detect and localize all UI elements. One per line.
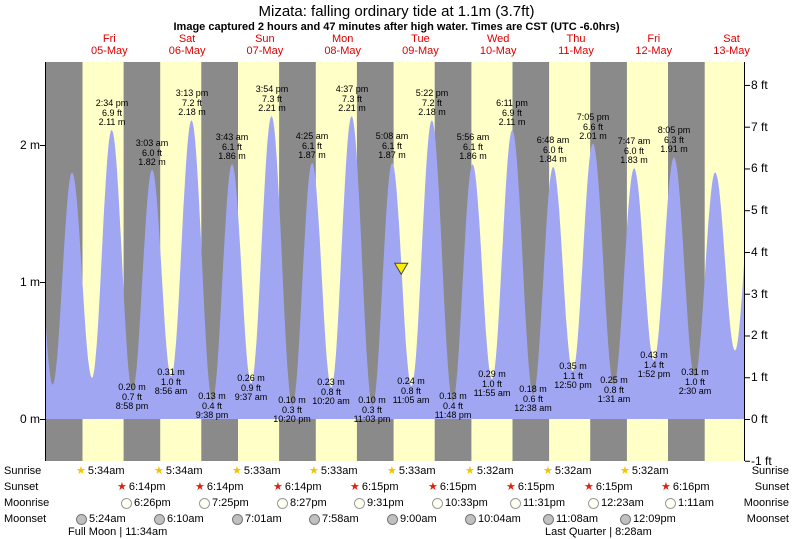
current-tide-marker — [393, 262, 409, 276]
moon-phase-last-quarter-label: Last Quarter | 8:28am — [545, 526, 652, 538]
moon-phase-full-label: Full Moon | 11:34am — [68, 526, 168, 538]
chart-subtitle: Image captured 2 hours and 47 minutes af… — [173, 21, 620, 33]
tide-curve — [45, 116, 745, 420]
page-title: Mizata: falling ordinary tide at 1.1m (3… — [258, 3, 535, 20]
